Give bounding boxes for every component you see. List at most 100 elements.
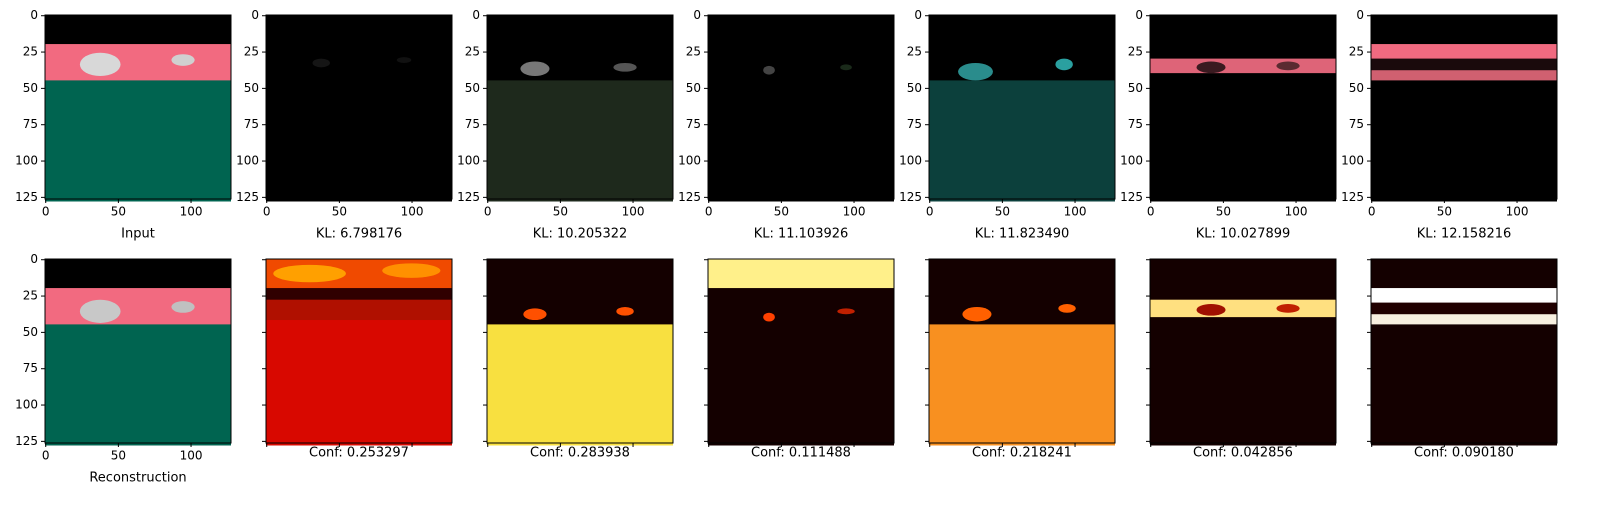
y-tick-label: 50 bbox=[686, 81, 701, 95]
image-blob bbox=[1058, 304, 1076, 313]
y-tick-label: 0 bbox=[1356, 8, 1364, 22]
y-tick-label: 125 bbox=[15, 190, 38, 204]
y-tick-label: 75 bbox=[907, 117, 922, 131]
y-tick-label: 100 bbox=[15, 398, 38, 412]
image-region bbox=[929, 15, 1115, 81]
y-tick-label: 100 bbox=[457, 154, 480, 168]
panel: Conf: 0.042856 bbox=[1146, 258, 1337, 461]
image-blob bbox=[396, 57, 412, 63]
y-tick-label: 125 bbox=[899, 190, 922, 204]
y-tick-label: 75 bbox=[23, 117, 38, 131]
panel-label: KL: 11.823490 bbox=[975, 227, 1070, 242]
frame bbox=[707, 14, 895, 200]
y-tick-label: 25 bbox=[23, 289, 38, 303]
image-blob bbox=[1276, 61, 1300, 71]
y-tick-label: 25 bbox=[686, 45, 701, 59]
image-region bbox=[1371, 70, 1557, 81]
y-tick-label: 125 bbox=[1120, 190, 1143, 204]
image-region bbox=[487, 259, 673, 325]
panel: Conf: 0.090180 bbox=[1367, 258, 1558, 461]
x-tick-label: 0 bbox=[263, 205, 271, 219]
frame bbox=[928, 14, 1116, 200]
panel: 0 50 100 0 25 50 75 100 125 KL: 11.103926 bbox=[678, 8, 895, 242]
panel-label: KL: 11.103926 bbox=[754, 227, 849, 242]
frame bbox=[486, 258, 674, 444]
image-region bbox=[45, 15, 231, 45]
frame bbox=[707, 258, 895, 444]
x-tick-label: 0 bbox=[705, 205, 713, 219]
y-tick-label: 25 bbox=[23, 45, 38, 59]
image-region bbox=[1150, 317, 1336, 446]
x-tick-label: 0 bbox=[1368, 205, 1376, 219]
panel-label: KL: 12.158216 bbox=[1417, 227, 1512, 242]
image-blob bbox=[79, 52, 121, 77]
y-tick-label: 25 bbox=[1128, 45, 1143, 59]
image-blob bbox=[523, 308, 547, 321]
panel: Conf: 0.111488 bbox=[704, 258, 895, 461]
y-tick-label: 125 bbox=[1341, 190, 1364, 204]
image-blob bbox=[962, 306, 992, 322]
x-tick-label: 100 bbox=[180, 449, 203, 463]
image-region bbox=[266, 320, 452, 446]
image-region bbox=[1371, 15, 1557, 45]
y-tick-label: 125 bbox=[236, 190, 259, 204]
y-tick-label: 125 bbox=[457, 190, 480, 204]
x-tick-label: 0 bbox=[42, 449, 50, 463]
image-blob bbox=[840, 64, 852, 71]
image-blob bbox=[958, 62, 993, 81]
image-blob bbox=[837, 308, 855, 315]
image-region bbox=[708, 259, 894, 289]
panel-label: Conf: 0.253297 bbox=[309, 446, 409, 461]
x-tick-label: 100 bbox=[401, 205, 424, 219]
y-tick-label: 100 bbox=[236, 154, 259, 168]
image-region bbox=[929, 259, 1115, 325]
image-blob bbox=[171, 301, 195, 313]
image-region bbox=[1150, 299, 1336, 318]
y-tick-label: 0 bbox=[30, 8, 38, 22]
y-tick-label: 25 bbox=[465, 45, 480, 59]
image-region bbox=[929, 80, 1115, 202]
frame bbox=[265, 258, 453, 444]
panel: Conf: 0.218241 bbox=[925, 258, 1116, 461]
panel: 0 50 100 0 25 50 75 100 125 KL: 12.158216 bbox=[1341, 8, 1558, 242]
y-tick-label: 100 bbox=[1120, 154, 1143, 168]
image-region bbox=[487, 15, 673, 81]
image-region bbox=[266, 288, 452, 301]
panel-label: Conf: 0.111488 bbox=[751, 446, 851, 461]
x-tick-label: 100 bbox=[843, 205, 866, 219]
image-blob bbox=[1196, 304, 1226, 316]
y-tick-label: 100 bbox=[1341, 154, 1364, 168]
image-blob bbox=[616, 306, 634, 316]
frame bbox=[486, 14, 674, 200]
x-tick-label: 50 bbox=[1437, 205, 1452, 219]
panel: 0 50 100 0 25 50 75 100 125 KL: 10.027899 bbox=[1120, 8, 1337, 242]
y-tick-label: 50 bbox=[244, 81, 259, 95]
y-tick-label: 75 bbox=[244, 117, 259, 131]
y-tick-label: 100 bbox=[899, 154, 922, 168]
panel-label: KL: 10.027899 bbox=[1196, 227, 1291, 242]
image-blob bbox=[613, 62, 637, 72]
image-region bbox=[487, 324, 673, 446]
y-tick-label: 25 bbox=[244, 45, 259, 59]
frame bbox=[1370, 14, 1558, 200]
y-tick-label: 75 bbox=[23, 361, 38, 375]
y-tick-label: 50 bbox=[23, 325, 38, 339]
image-region bbox=[266, 15, 452, 202]
panel-label: Input bbox=[121, 227, 155, 242]
image-region bbox=[45, 80, 231, 202]
image-region bbox=[708, 288, 894, 446]
image-blob bbox=[171, 54, 195, 66]
image-region bbox=[1371, 288, 1557, 304]
image-region bbox=[45, 44, 231, 81]
y-tick-label: 50 bbox=[23, 81, 38, 95]
image-region bbox=[45, 259, 231, 289]
frame bbox=[1149, 14, 1337, 200]
panel-label: KL: 10.205322 bbox=[533, 227, 628, 242]
image-region bbox=[45, 288, 231, 325]
image-blob bbox=[1276, 304, 1300, 313]
image-blob bbox=[763, 65, 775, 75]
image-region bbox=[1150, 73, 1336, 202]
y-tick-label: 125 bbox=[15, 434, 38, 448]
panel-label: Conf: 0.283938 bbox=[530, 446, 630, 461]
